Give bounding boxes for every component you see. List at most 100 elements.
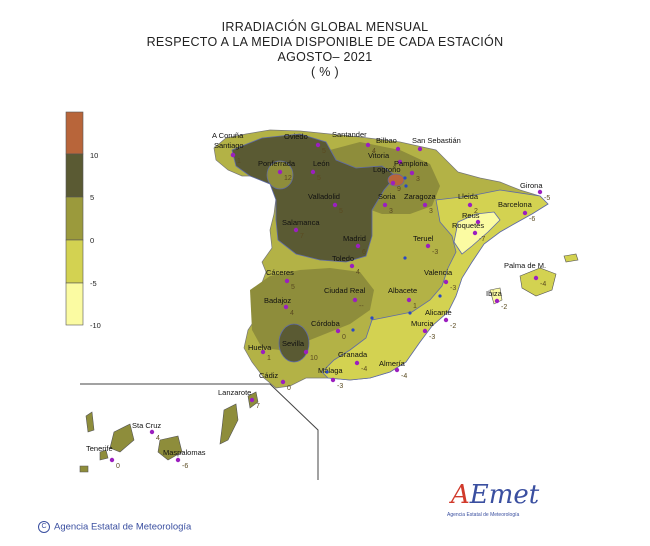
station-marker [175, 457, 181, 463]
map-title-line1: IRRADIACIÓN GLOBAL MENSUAL [221, 20, 429, 34]
station-marker [315, 142, 321, 148]
station-name: Valencia [424, 268, 453, 277]
station-name: Pamplona [394, 159, 429, 168]
station-value: 1 [267, 355, 271, 362]
aemet-logo: AEmet Agencia Estatal de Meteorología [447, 480, 540, 518]
map-title-line2: RESPECTO A LA MEDIA DISPONIBLE DE CADA E… [146, 35, 504, 49]
station-name: Soria [378, 192, 396, 201]
station-value: 5 [291, 284, 295, 291]
station-value: -3 [432, 249, 438, 256]
legend-tick: -5 [90, 279, 97, 288]
station-name: Almería [379, 359, 406, 368]
station-marker [277, 169, 283, 175]
map-title-line3: AGOSTO– 2021 [277, 50, 373, 64]
station-marker [303, 349, 309, 355]
rust-zone-logrono [387, 173, 405, 187]
station-name: Lanzarote [218, 388, 251, 397]
station-value: 3 [416, 176, 420, 183]
station-name: San Sebastián [412, 136, 461, 145]
station-value: -2 [450, 323, 456, 330]
contour-marker [408, 311, 412, 315]
station-marker [422, 202, 428, 208]
station-marker [249, 397, 255, 403]
station-marker [230, 152, 236, 158]
footer-credit: C Agencia Estatal de Meteorología [38, 521, 191, 533]
station-value: 10 [310, 355, 318, 362]
station-value: -7 [479, 236, 485, 243]
station-name: Sevilla [282, 339, 305, 348]
station-name: A Coruña [212, 131, 244, 140]
station-marker [280, 379, 286, 385]
station-marker [443, 317, 449, 323]
legend-tick: 5 [90, 193, 94, 202]
station-name: Ponferrada [258, 159, 296, 168]
station-name: Cádiz [259, 371, 278, 380]
station-marker [293, 227, 299, 233]
station-value: 1 [237, 158, 241, 165]
contour-marker [403, 256, 407, 260]
station-value: 3 [429, 208, 433, 215]
station-marker [365, 142, 371, 148]
la-palma-shape [85, 411, 95, 433]
station-value: 5 [317, 175, 321, 182]
station-name: Badajoz [264, 296, 291, 305]
station-value: 4 [290, 310, 294, 317]
contour-marker [404, 184, 408, 188]
canary-inset-frame [80, 383, 319, 480]
station-name: Salamanca [282, 218, 320, 227]
station-value: -3 [429, 334, 435, 341]
station-value: 1 [413, 303, 417, 310]
gomera-shape [99, 449, 109, 461]
station-value: 12 [284, 175, 292, 182]
station-marker [409, 170, 415, 176]
station-value: 2 [474, 208, 478, 215]
station-name: Logroño [373, 165, 401, 174]
station-name: Murcia [411, 319, 434, 328]
color-legend: 10 5 0 -5 -10 [65, 111, 101, 330]
station-value: -5 [544, 195, 550, 202]
station-value: -4 [401, 373, 407, 380]
station-name: Córdoba [311, 319, 341, 328]
station-value: 0 [342, 334, 346, 341]
legend-tick: 10 [90, 151, 98, 160]
station-name: Bilbao [376, 136, 397, 145]
dark-zone-sevilla [278, 323, 310, 363]
station-value: 5 [339, 208, 343, 215]
station-name: León [313, 159, 330, 168]
station-marker [422, 328, 428, 334]
station-marker [352, 297, 358, 303]
station-marker [397, 159, 403, 165]
station-value: -4 [540, 281, 546, 288]
station-name: Tenerife [86, 444, 113, 453]
station-value: 7 [256, 403, 260, 410]
pale-zone-southeast [321, 189, 549, 381]
station-marker [355, 243, 361, 249]
contour-marker [370, 316, 374, 320]
station-value: 5 [322, 148, 326, 155]
station-name: Vitoria [368, 151, 390, 160]
tenerife-shape [109, 423, 135, 453]
station-name: Albacete [388, 286, 417, 295]
contour-marker [403, 176, 407, 180]
station-name: Teruel [413, 234, 434, 243]
station-name: Ciudad Real [324, 286, 366, 295]
station-marker [382, 202, 388, 208]
station-marker [335, 328, 341, 334]
station-value: 7 [300, 233, 304, 240]
station-value: -3 [450, 285, 456, 292]
station-name: Madrid [343, 234, 366, 243]
station-marker [332, 202, 338, 208]
contour-marker [351, 328, 355, 332]
station-value: 4 [372, 148, 376, 155]
station-name: Cáceres [266, 268, 294, 277]
legend-tick: 0 [90, 236, 94, 245]
contour-marker [438, 294, 442, 298]
legend-tick: -10 [90, 321, 101, 330]
station-name: Valladolid [308, 192, 340, 201]
station-marker [284, 278, 290, 284]
station-marker [354, 360, 360, 366]
station-name: Huelva [248, 343, 272, 352]
station-marker [260, 349, 266, 355]
station-name: Girona [520, 181, 543, 190]
